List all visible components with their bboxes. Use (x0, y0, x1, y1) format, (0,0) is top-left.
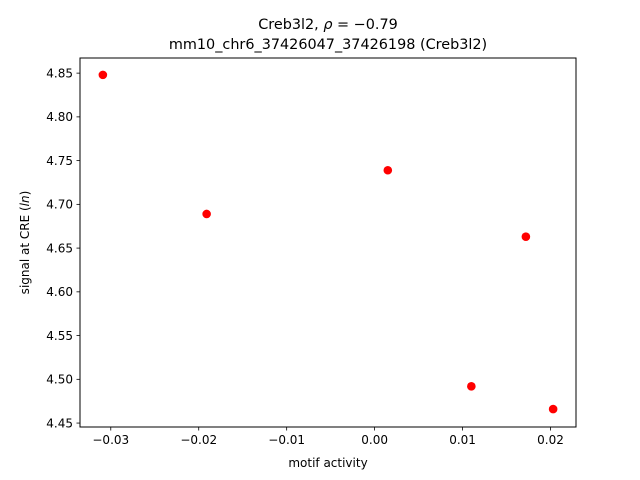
data-points (98, 70, 558, 414)
x-axis-label: motif activity (288, 456, 367, 470)
y-tick-label: 4.80 (46, 110, 73, 124)
title-gene: Creb3l2, (258, 17, 323, 33)
x-tick-label: 0.02 (537, 433, 564, 447)
x-axis-ticks: −0.03 −0.02 −0.01 0.00 0.01 0.02 (92, 427, 564, 447)
y-axis-label-suffix: ) (18, 191, 32, 196)
y-axis-label-prefix: signal at CRE ( (18, 206, 32, 294)
y-tick-label: 4.50 (46, 373, 73, 387)
y-tick-label: 4.60 (46, 285, 73, 299)
plot-frame (79, 57, 577, 428)
title-rho-value: = −0.79 (332, 17, 397, 33)
y-axis-label: signal at CRE (ln) (18, 191, 32, 295)
x-tick-label: −0.02 (180, 433, 217, 447)
scatter-point-5 (521, 232, 531, 242)
y-tick-label: 4.45 (46, 416, 73, 430)
title-rho-symbol: ρ (323, 17, 332, 33)
y-tick-label: 4.65 (46, 241, 73, 255)
y-tick-label: 4.70 (46, 198, 73, 212)
x-tick-label: −0.03 (92, 433, 129, 447)
y-tick-label: 4.75 (46, 154, 73, 168)
scatter-point-2 (202, 209, 211, 219)
y-tick-label: 4.85 (46, 66, 73, 80)
x-tick-label: 0.01 (449, 433, 476, 447)
scatter-point-3 (383, 165, 393, 175)
x-tick-label: 0.00 (361, 433, 388, 447)
x-tick-label: −0.01 (268, 433, 305, 447)
y-tick-label: 4.55 (46, 329, 73, 343)
y-axis-ticks: 4.45 4.50 4.55 4.60 4.65 4.70 4.75 4.80 4.85 (46, 66, 80, 430)
chart-title-line1: Creb3l2, ρ = −0.79 (258, 17, 398, 33)
scatter-point-1 (98, 70, 108, 80)
scatter-point-4 (467, 382, 476, 391)
chart-title-line2: mm10_chr6_37426047_37426198 (Creb3l2) (169, 37, 487, 53)
scatter-point-6 (548, 404, 558, 414)
y-axis-label-italic: ln (18, 195, 32, 206)
